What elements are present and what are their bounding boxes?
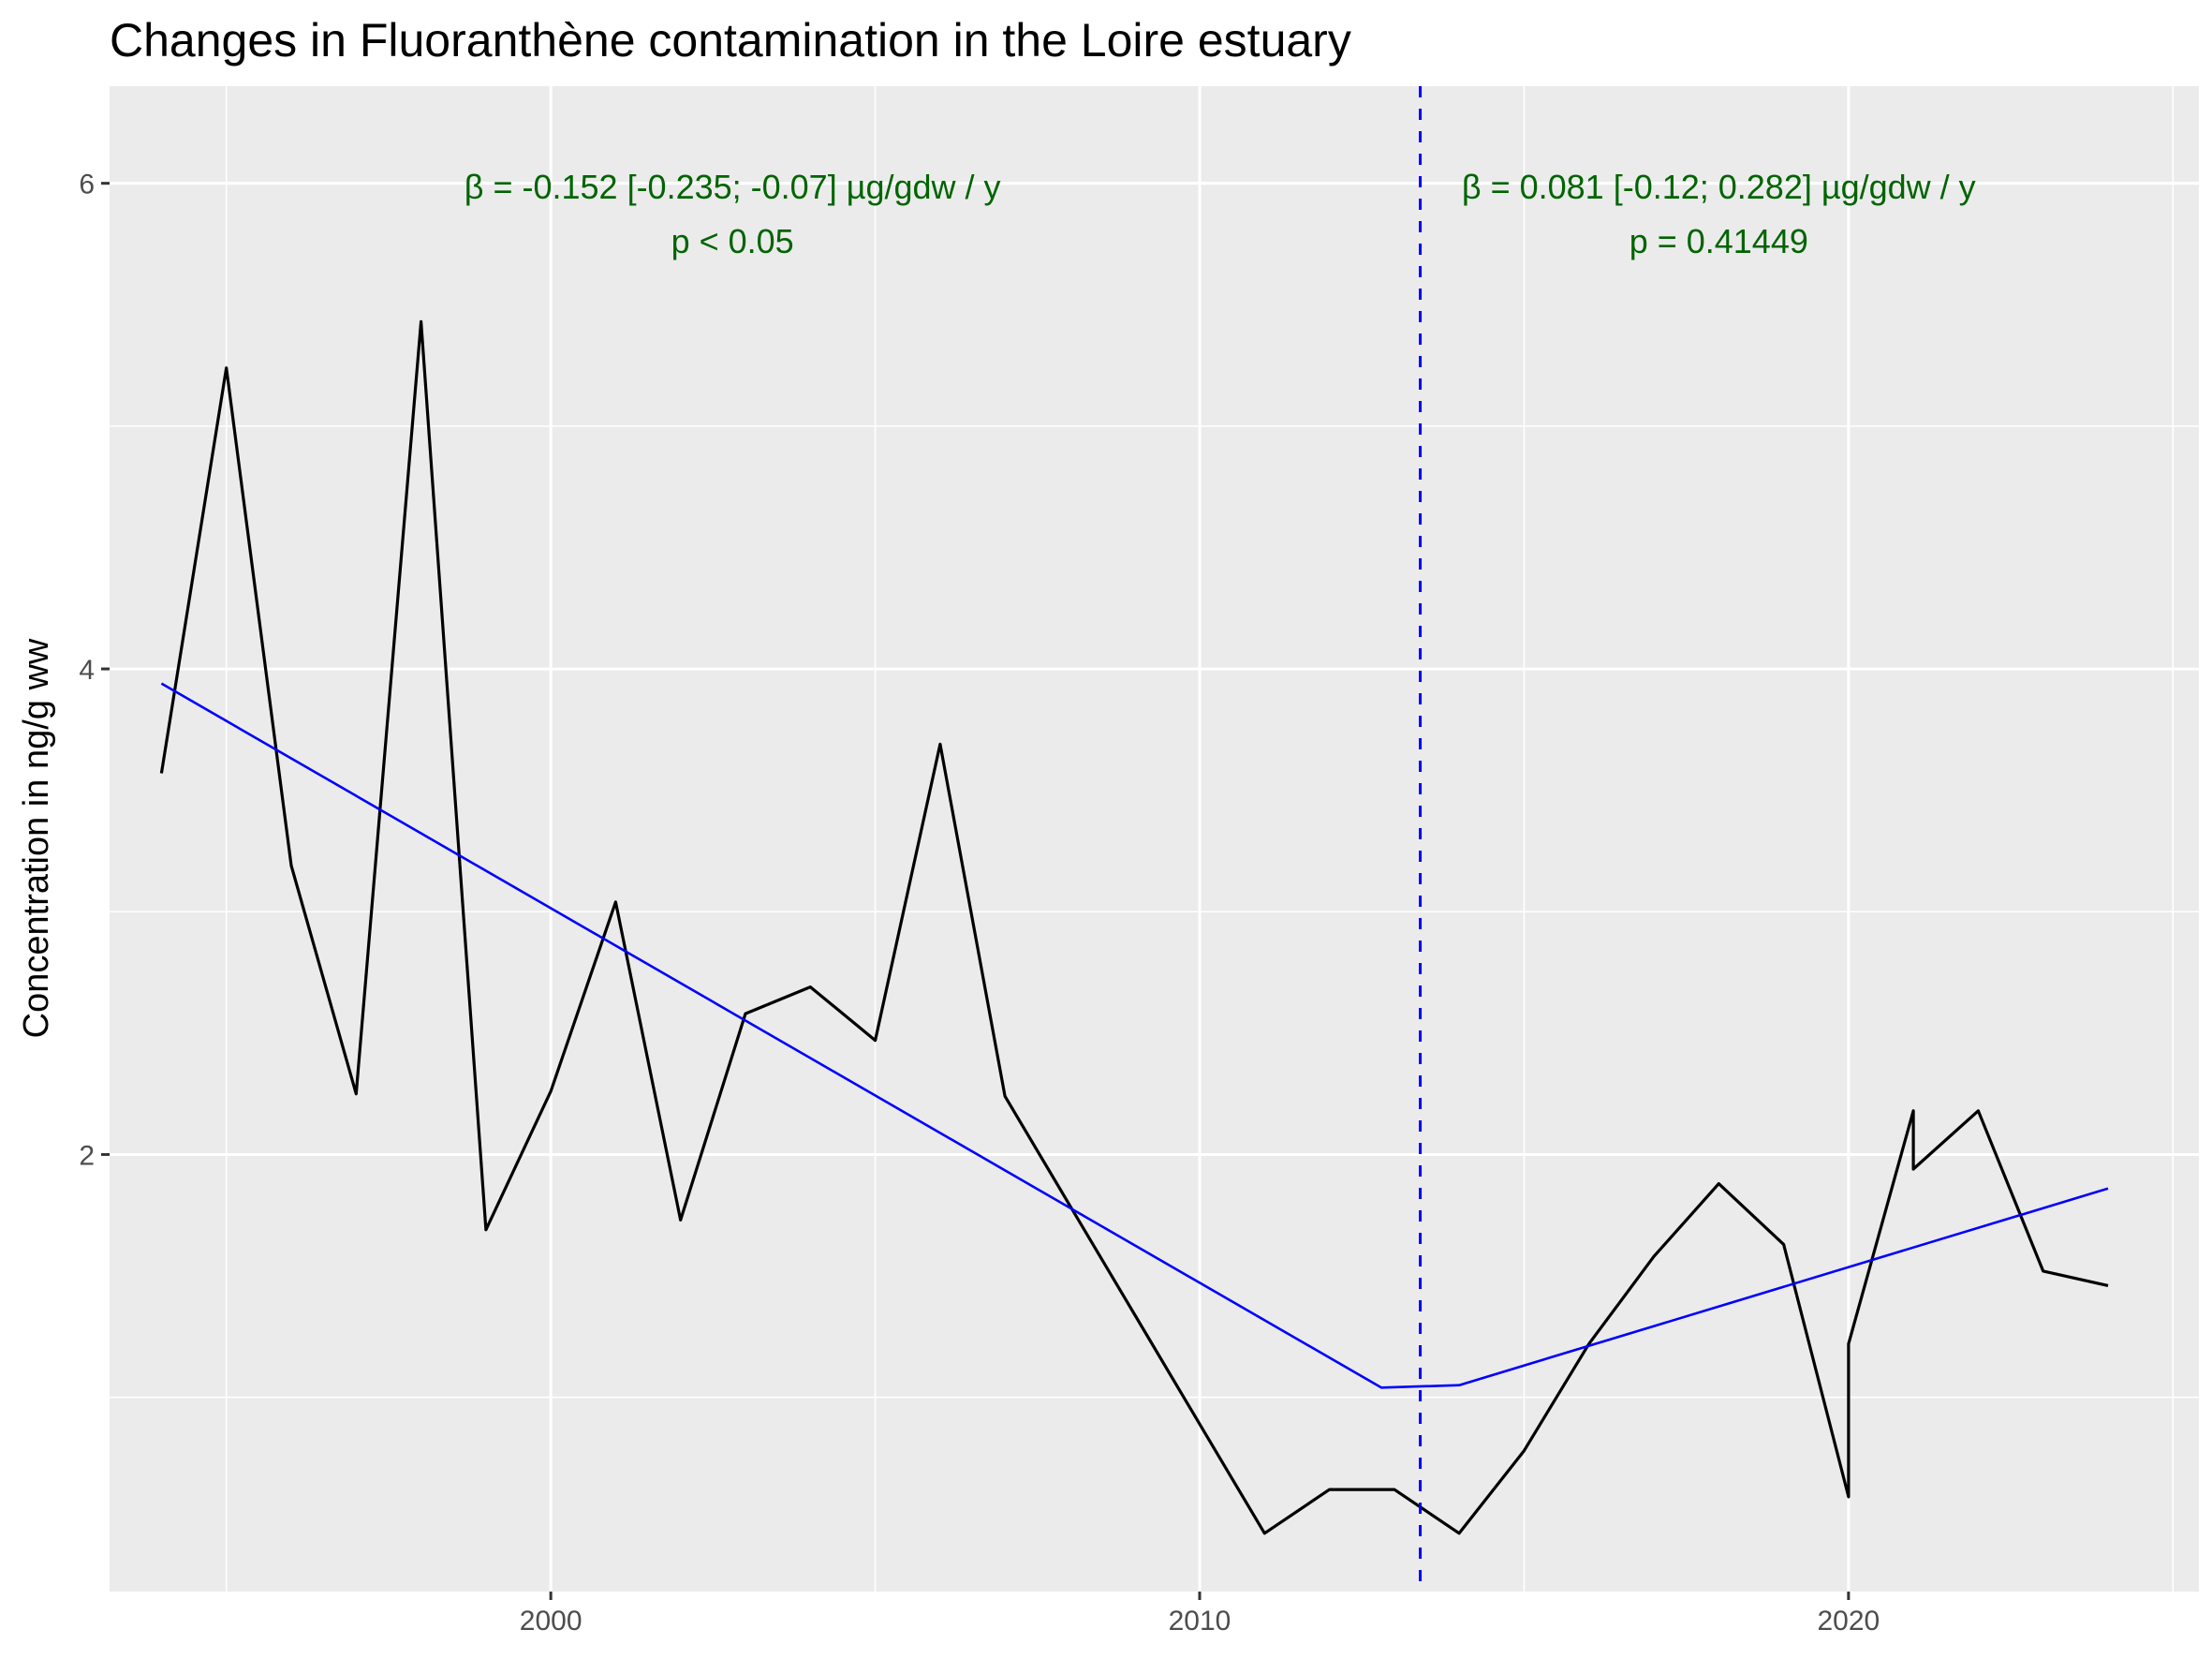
annotation-p-2: p = 0.41449	[1630, 222, 1808, 260]
annotation-beta-2: β = 0.081 [-0.12; 0.282] µg/gdw / y	[1462, 168, 1976, 206]
y-axis-title: Concentration in ng/g ww	[17, 638, 56, 1038]
trend-fit-line	[160, 682, 2109, 1389]
concentration-series-line	[159, 319, 2109, 1535]
plot-panel	[110, 86, 2199, 1592]
x-tick-label: 2020	[1817, 1606, 1880, 1637]
annotation-layer: β = -0.152 [-0.235; -0.07] µg/gdw / y p <…	[465, 168, 1976, 260]
y-tick-label: 4	[79, 655, 95, 686]
chart-title: Changes in Fluoranthène contamination in…	[110, 14, 1351, 67]
series-layer	[159, 319, 2109, 1535]
annotation-beta-1: β = -0.152 [-0.235; -0.07] µg/gdw / y	[465, 168, 1001, 206]
minor-gridlines	[110, 86, 2199, 1592]
y-tick-label: 6	[79, 170, 95, 200]
x-tick-label: 2010	[1169, 1606, 1231, 1637]
x-tick-label: 2000	[520, 1606, 582, 1637]
annotation-p-1: p < 0.05	[671, 222, 794, 260]
y-tick-label: 2	[79, 1140, 95, 1171]
axis-layer: 2000 2010 2020 2 4 6	[79, 170, 1880, 1637]
